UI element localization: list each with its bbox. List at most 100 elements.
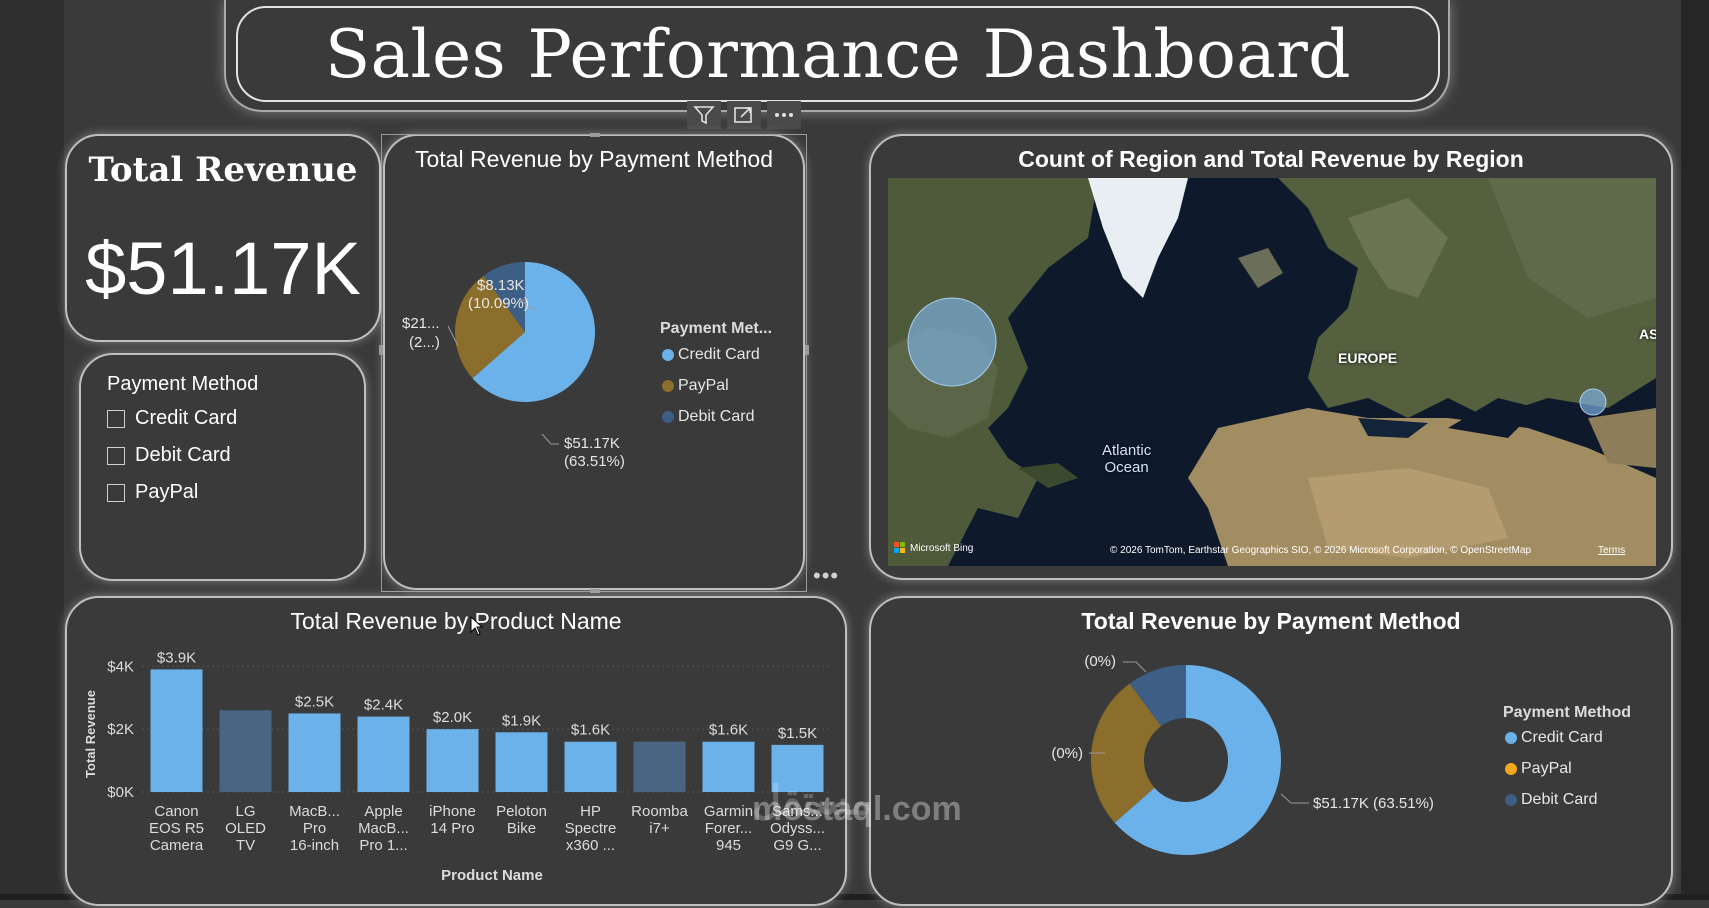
leader-line — [447, 325, 459, 347]
map-attribution: © 2026 TomTom, Earthstar Geographics SIO… — [1110, 545, 1532, 556]
kpi-card[interactable]: Total Revenue $51.17K — [65, 134, 381, 342]
windows-logo-icon — [894, 542, 905, 553]
kpi-value: $51.17K — [85, 227, 361, 310]
slicer-item-paypal[interactable]: PayPal — [107, 481, 198, 504]
filter-icon — [693, 106, 715, 125]
map-label-europe: EUROPE — [1338, 350, 1398, 366]
bar-data-label: $1.9K — [502, 712, 541, 729]
x-tick-label: 16-inch — [290, 837, 339, 854]
visual-toolbar — [687, 101, 801, 131]
map-provider: Microsoft Bing — [894, 542, 973, 554]
focus-mode-button[interactable] — [727, 101, 761, 129]
y-axis-title: Total Revenue — [83, 690, 98, 778]
y-tick-label: $4K — [107, 658, 134, 675]
resize-handle[interactable] — [805, 345, 809, 355]
pie-label-paypal-percent: (2...) — [409, 334, 440, 351]
x-tick-label: Sams... — [772, 803, 823, 820]
filter-button[interactable] — [687, 101, 721, 129]
ocean-line-2: Ocean — [1104, 459, 1149, 476]
page-title: Sales Performance Dashboard — [324, 15, 1352, 93]
pie-slice-paypal — [455, 275, 525, 379]
bar — [633, 741, 686, 792]
bar-data-label: $2.5K — [295, 693, 334, 710]
x-tick-label: OLED — [225, 820, 266, 837]
x-tick-label: Pro — [303, 820, 326, 837]
donut-chart-title: Total Revenue by Payment Method — [1081, 608, 1461, 634]
legend-dot — [662, 411, 674, 423]
slicer-title: Payment Method — [107, 373, 259, 395]
x-tick-label: MacB... — [289, 803, 340, 820]
bar — [219, 710, 272, 792]
pie-label-debit-value: $8.13K — [477, 277, 525, 294]
watermark-arabic: مستقل — [752, 779, 872, 823]
pie-slice-debit-card — [1129, 665, 1186, 727]
slicer-item-debit-card[interactable]: Debit Card — [107, 444, 231, 467]
title-card: Sales Performance Dashboard — [236, 6, 1440, 102]
pie-legend-credit-card[interactable]: Credit Card — [662, 346, 760, 364]
bar-data-label: $1.6K — [709, 722, 748, 739]
legend-label: Credit Card — [678, 346, 760, 363]
leader-line — [1280, 793, 1309, 804]
map-label-asia: ASI — [1639, 326, 1656, 342]
pie-chart-card[interactable]: Total Revenue by Payment Method $8.13K (… — [383, 134, 805, 590]
leader-line — [518, 299, 536, 312]
checkbox[interactable] — [107, 483, 125, 502]
donut-label-right: $51.17K (63.51%) — [1313, 795, 1434, 812]
checkbox[interactable] — [107, 409, 125, 428]
donut-chart-card[interactable]: Total Revenue by Payment Method (0%) (0%… — [869, 596, 1673, 906]
more-options-icon[interactable]: ••• — [813, 563, 840, 588]
pie-slice-credit-card — [1114, 665, 1281, 855]
donut-legend-credit-card[interactable]: Credit Card — [1505, 729, 1603, 747]
bar-data-label: $1.5K — [778, 725, 817, 742]
more-options-button[interactable] — [767, 101, 801, 129]
x-tick-label: Garmin — [704, 803, 753, 820]
donut-chart: (0%) (0%) $51.17K (63.51%) — [1051, 653, 1434, 855]
x-tick-label: G9 G... — [773, 837, 821, 854]
x-tick-label: Spectre — [565, 820, 617, 837]
bar-data-label: $2.0K — [433, 709, 472, 726]
slicer-item-label: Credit Card — [135, 407, 238, 429]
donut-label-left: (0%) — [1051, 745, 1083, 762]
donut-legend-paypal[interactable]: PayPal — [1505, 760, 1572, 778]
title-frame — [224, 0, 1450, 112]
x-tick-label: LG — [235, 803, 255, 820]
x-tick-label: TV — [236, 837, 255, 854]
legend-label: Debit Card — [678, 408, 755, 425]
ocean-line-1: Atlantic — [1102, 442, 1152, 459]
x-axis-title: Product Name — [441, 867, 543, 884]
x-tick-label: Forer... — [705, 820, 753, 837]
legend-dot — [1505, 732, 1517, 744]
donut-legend-debit-card[interactable]: Debit Card — [1505, 791, 1597, 809]
bar-data-label: $1.6K — [571, 722, 610, 739]
map-terms-link[interactable]: Terms — [1598, 545, 1626, 556]
legend-dot — [1505, 794, 1517, 806]
region-bubble[interactable] — [1579, 388, 1607, 416]
bar — [495, 732, 548, 792]
x-tick-label: Apple — [364, 803, 402, 820]
x-tick-label: Pro 1... — [359, 837, 407, 854]
map-title: Count of Region and Total Revenue by Reg… — [1018, 146, 1524, 172]
canvas-right-scroll-area — [1681, 0, 1709, 900]
pie-legend-debit-card[interactable]: Debit Card — [662, 408, 754, 426]
pie-slice-credit-card — [472, 262, 595, 402]
pie-legend-title: Payment Met... — [660, 320, 773, 337]
pie-chart-title: Total Revenue by Payment Method — [415, 146, 773, 172]
region-bubble[interactable] — [907, 297, 997, 387]
slicer-item-label: PayPal — [135, 481, 199, 503]
pie-chart: $8.13K (10.09%) $21... (2...) $51.17K (6… — [402, 262, 625, 470]
checkbox[interactable] — [107, 446, 125, 465]
legend-dot — [662, 380, 674, 392]
focus-mode-icon — [734, 107, 752, 123]
slicer-item-credit-card[interactable]: Credit Card — [107, 407, 237, 430]
bar — [288, 713, 341, 792]
map-visual[interactable]: EUROPE ASI Atlantic Ocean Microsoft Bing… — [888, 178, 1656, 566]
x-tick-label: MacB... — [358, 820, 409, 837]
legend-dot — [662, 349, 674, 361]
mouse-cursor-icon — [470, 616, 484, 636]
x-tick-label: iPhone — [429, 803, 476, 820]
bar-data-label: $2.4K — [364, 697, 403, 714]
x-tick-label: 945 — [716, 837, 741, 854]
more-options-icon — [775, 113, 793, 117]
pie-legend-paypal[interactable]: PayPal — [662, 377, 729, 395]
